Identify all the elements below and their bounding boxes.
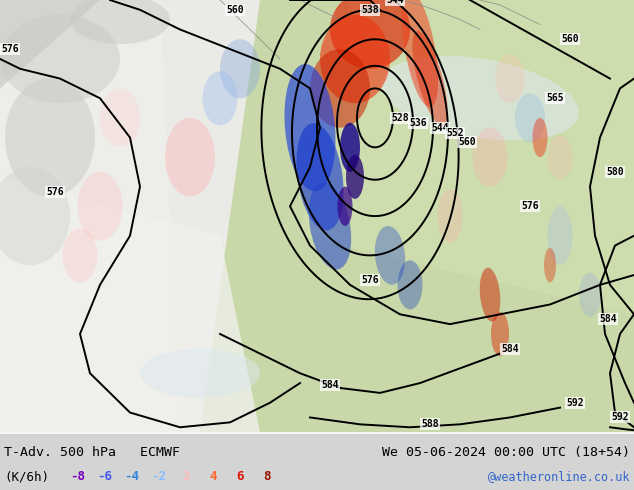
Ellipse shape bbox=[63, 228, 98, 282]
Ellipse shape bbox=[309, 182, 351, 270]
Polygon shape bbox=[300, 0, 634, 314]
Text: 8: 8 bbox=[263, 470, 271, 483]
Ellipse shape bbox=[202, 71, 238, 125]
Ellipse shape bbox=[346, 155, 364, 199]
Text: 576: 576 bbox=[46, 187, 64, 196]
Text: (K/6h): (K/6h) bbox=[4, 470, 49, 483]
Ellipse shape bbox=[320, 15, 390, 103]
Text: 584: 584 bbox=[321, 380, 339, 390]
Text: @weatheronline.co.uk: @weatheronline.co.uk bbox=[488, 470, 630, 483]
Ellipse shape bbox=[140, 349, 260, 398]
Text: 580: 580 bbox=[606, 167, 624, 177]
Ellipse shape bbox=[495, 54, 525, 103]
Ellipse shape bbox=[472, 128, 507, 187]
Polygon shape bbox=[0, 0, 100, 88]
Ellipse shape bbox=[437, 189, 462, 243]
Text: We 05-06-2024 00:00 UTC (18+54): We 05-06-2024 00:00 UTC (18+54) bbox=[382, 446, 630, 459]
Ellipse shape bbox=[340, 123, 360, 172]
Ellipse shape bbox=[375, 226, 405, 285]
Ellipse shape bbox=[77, 172, 122, 241]
Text: -6: -6 bbox=[98, 470, 112, 483]
Polygon shape bbox=[0, 177, 260, 432]
Text: -8: -8 bbox=[70, 470, 86, 483]
Text: 560: 560 bbox=[561, 34, 579, 44]
Text: 552: 552 bbox=[446, 127, 464, 138]
Text: 576: 576 bbox=[521, 201, 539, 211]
Text: -2: -2 bbox=[152, 470, 167, 483]
Text: 544: 544 bbox=[431, 122, 449, 133]
Text: 560: 560 bbox=[226, 5, 244, 15]
Text: 4: 4 bbox=[209, 470, 217, 483]
Ellipse shape bbox=[285, 64, 335, 191]
Ellipse shape bbox=[100, 88, 140, 147]
Ellipse shape bbox=[381, 56, 579, 141]
Ellipse shape bbox=[412, 31, 448, 126]
Ellipse shape bbox=[5, 78, 95, 196]
Ellipse shape bbox=[165, 118, 215, 196]
Polygon shape bbox=[200, 0, 634, 432]
Ellipse shape bbox=[337, 187, 353, 226]
Polygon shape bbox=[0, 0, 180, 432]
Text: 592: 592 bbox=[611, 413, 629, 422]
Ellipse shape bbox=[548, 135, 573, 179]
Ellipse shape bbox=[330, 0, 410, 69]
Ellipse shape bbox=[515, 93, 545, 143]
Text: -4: -4 bbox=[124, 470, 139, 483]
Text: 560: 560 bbox=[458, 137, 476, 147]
Text: 576: 576 bbox=[1, 44, 19, 54]
Text: 528: 528 bbox=[391, 113, 409, 123]
Text: 536: 536 bbox=[409, 118, 427, 128]
Ellipse shape bbox=[548, 206, 573, 265]
Ellipse shape bbox=[544, 248, 556, 282]
Ellipse shape bbox=[533, 118, 548, 157]
Text: 6: 6 bbox=[236, 470, 243, 483]
Polygon shape bbox=[260, 0, 634, 255]
Text: 565: 565 bbox=[546, 93, 564, 103]
Text: 584: 584 bbox=[501, 343, 519, 354]
Text: 588: 588 bbox=[421, 419, 439, 429]
Ellipse shape bbox=[579, 272, 601, 317]
Text: 576: 576 bbox=[361, 275, 378, 285]
Ellipse shape bbox=[402, 0, 438, 107]
Text: T-Adv. 500 hPa   ECMWF: T-Adv. 500 hPa ECMWF bbox=[4, 446, 180, 459]
Ellipse shape bbox=[220, 39, 260, 98]
Ellipse shape bbox=[0, 15, 120, 103]
Text: 544: 544 bbox=[386, 0, 404, 5]
Ellipse shape bbox=[70, 0, 170, 44]
Text: 592: 592 bbox=[566, 398, 584, 408]
Polygon shape bbox=[0, 0, 180, 432]
Ellipse shape bbox=[398, 260, 422, 309]
Ellipse shape bbox=[480, 268, 500, 321]
Ellipse shape bbox=[0, 167, 70, 265]
Ellipse shape bbox=[491, 312, 509, 356]
Text: 2: 2 bbox=[182, 470, 190, 483]
Ellipse shape bbox=[297, 123, 344, 230]
Text: 538: 538 bbox=[361, 5, 378, 15]
Ellipse shape bbox=[310, 49, 370, 128]
Text: 584: 584 bbox=[599, 314, 617, 324]
